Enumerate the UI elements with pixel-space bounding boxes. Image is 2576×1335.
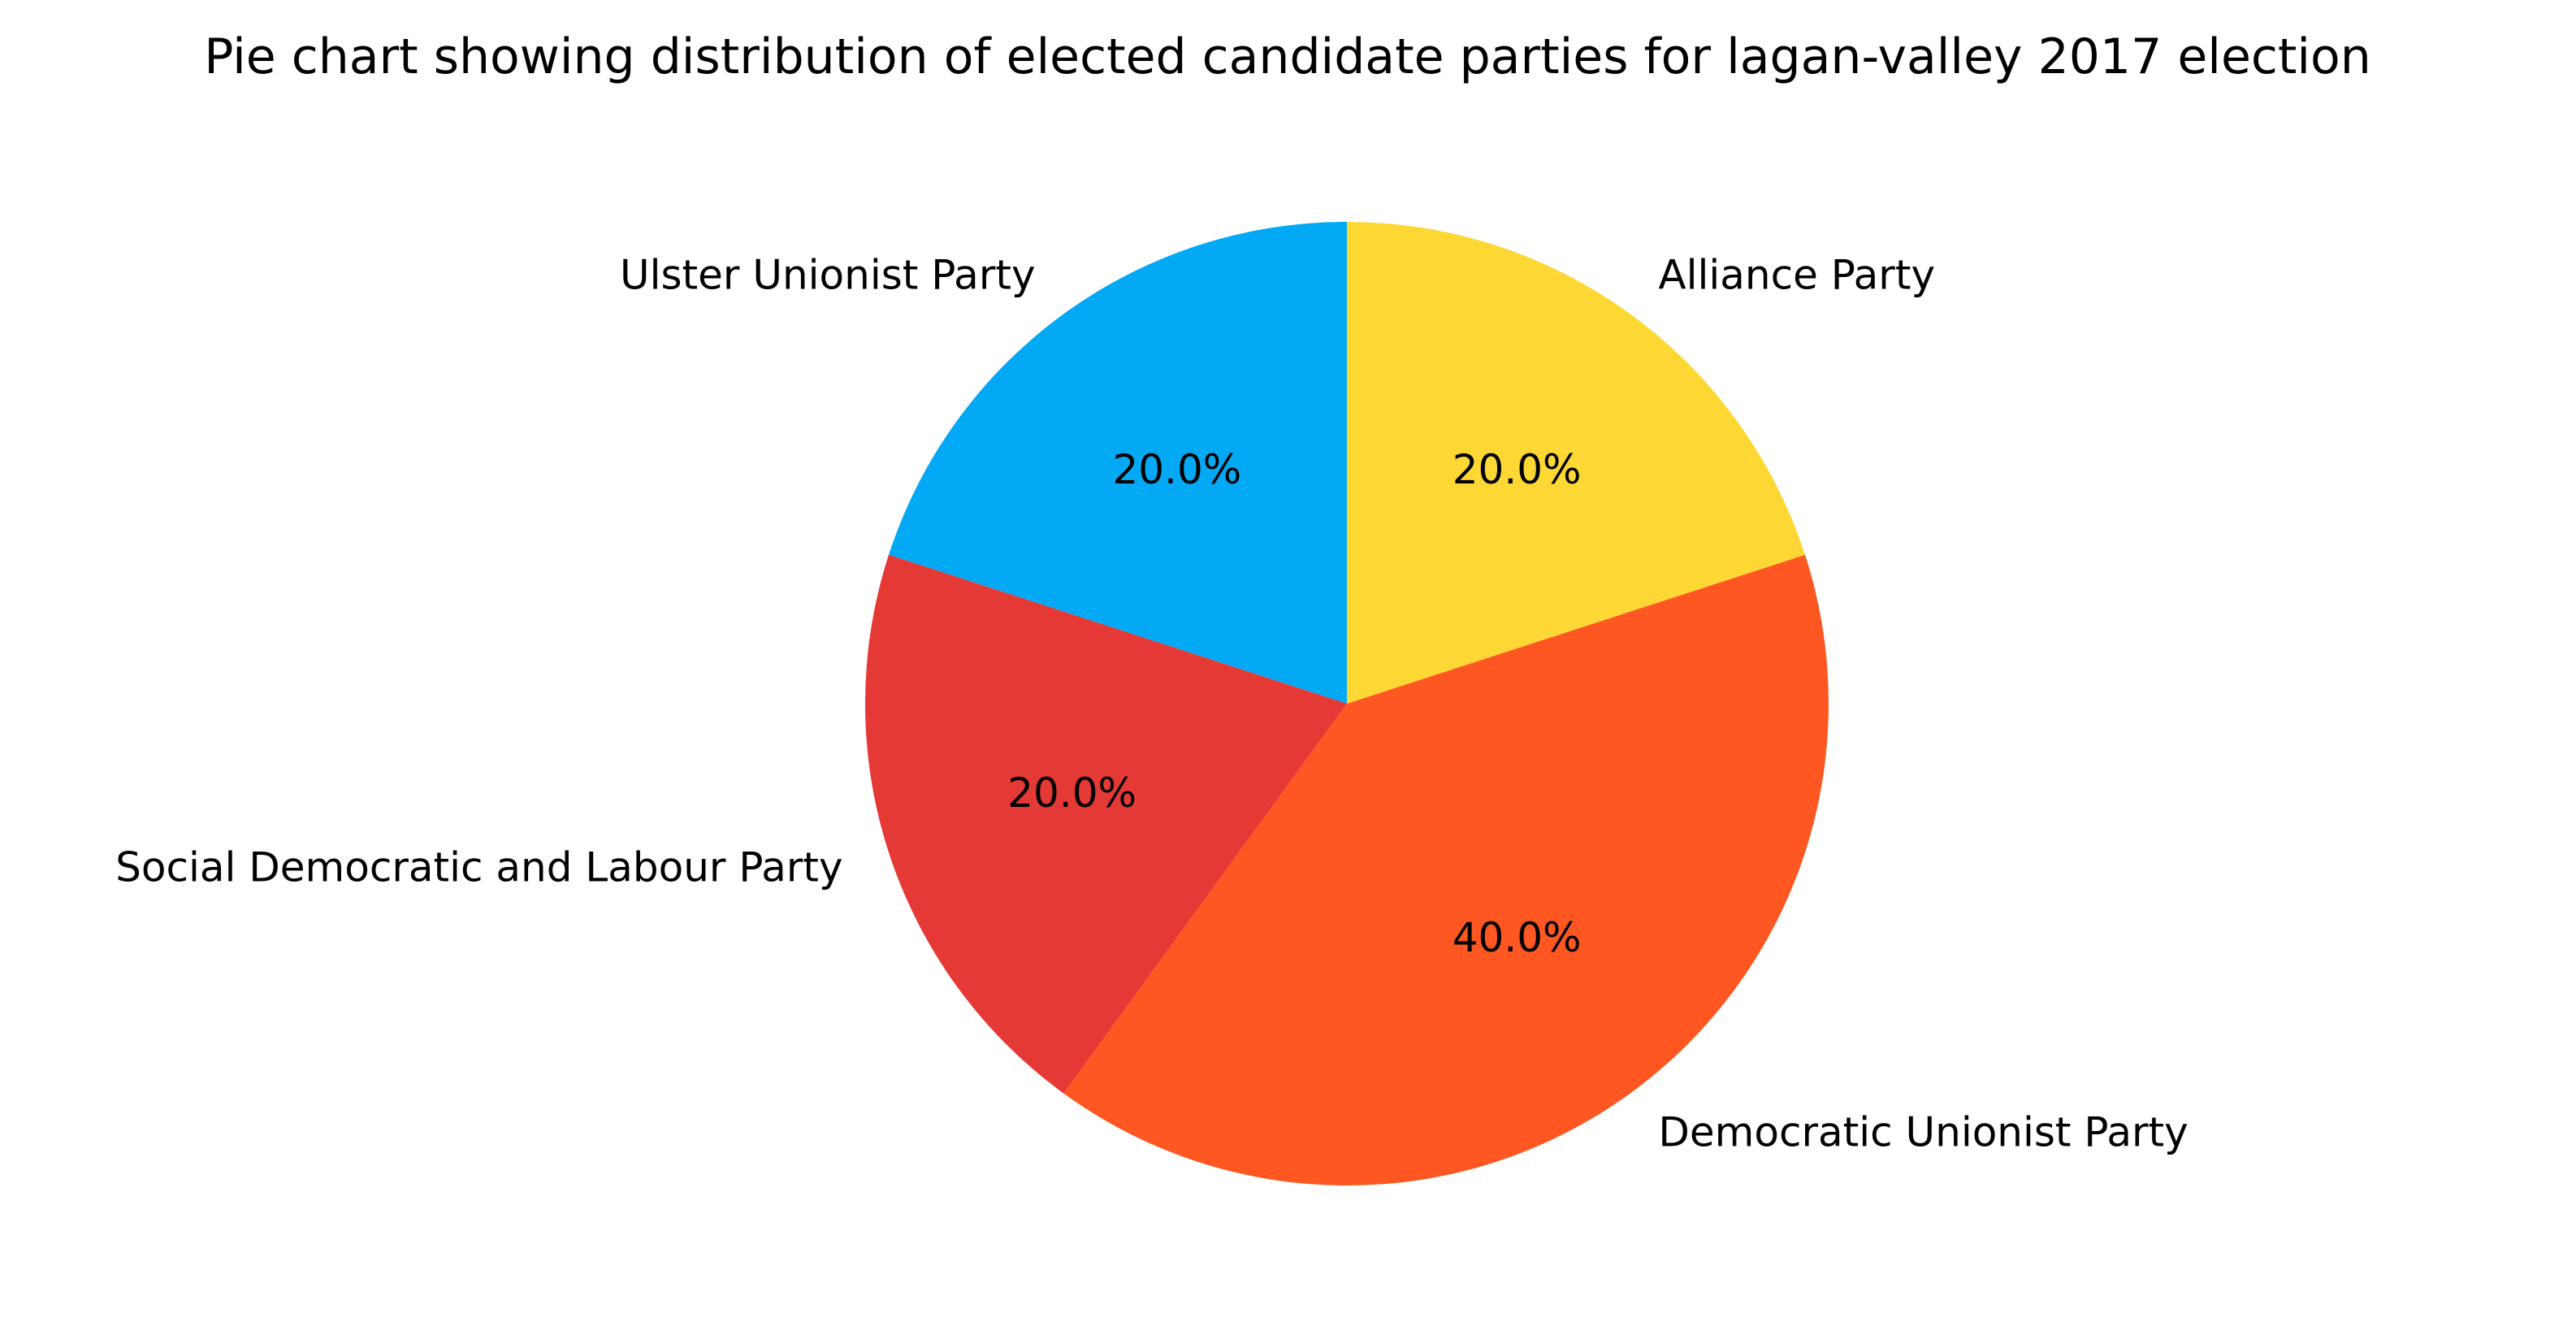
pie-slice-2 — [1063, 554, 1829, 1186]
slice-labels: Ulster Unionist Party Social Democratic a… — [115, 251, 2189, 1155]
pie-slice-1 — [865, 554, 1347, 1094]
slice-label-0: Ulster Unionist Party — [620, 251, 1036, 298]
pie-slice-0 — [889, 222, 1347, 704]
percent-label-0: 20.0% — [1112, 446, 1241, 493]
chart-title: Pie chart showing distribution of electe… — [204, 28, 2371, 85]
pie-slices — [865, 222, 1829, 1186]
percent-label-1: 20.0% — [1007, 769, 1136, 817]
percent-labels: 20.0% 20.0% 40.0% 20.0% — [1007, 446, 1581, 961]
percent-label-3: 20.0% — [1453, 446, 1582, 493]
slice-label-1: Social Democratic and Labour Party — [115, 844, 842, 891]
slice-label-3: Alliance Party — [1658, 251, 1935, 298]
percent-label-2: 40.0% — [1453, 914, 1582, 961]
slice-label-2: Democratic Unionist Party — [1658, 1109, 2188, 1156]
pie-slice-3 — [1347, 222, 1805, 704]
